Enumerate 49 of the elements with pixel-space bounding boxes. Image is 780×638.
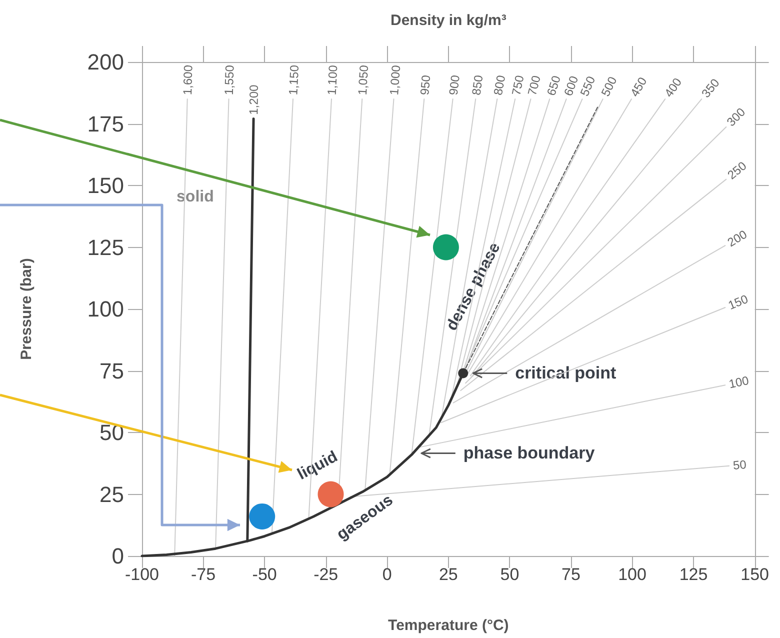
annotation: phase boundary bbox=[463, 444, 596, 463]
text: 1,600 bbox=[180, 64, 196, 96]
x-tick-label: 100 bbox=[618, 565, 646, 584]
text: 700 bbox=[524, 74, 544, 97]
annotation: critical point bbox=[515, 364, 617, 383]
text: 850 bbox=[469, 74, 486, 96]
y-tick-label: 125 bbox=[87, 234, 124, 260]
x-tick-label: 50 bbox=[500, 565, 520, 584]
y-tick-label: 175 bbox=[87, 111, 124, 136]
y-tick-label: 100 bbox=[87, 296, 124, 322]
text: 1,550 bbox=[222, 64, 237, 96]
x2-axis-title: Density in kg/m³ bbox=[390, 12, 506, 29]
y-tick-label: 0 bbox=[112, 544, 124, 568]
x-axis-title: Temperature (°C) bbox=[388, 617, 509, 634]
text: 650 bbox=[544, 74, 564, 98]
text: 450 bbox=[628, 74, 650, 100]
series-label: 50 bbox=[732, 457, 748, 472]
y-tick-label: 25 bbox=[100, 482, 124, 507]
x-tick-label: 75 bbox=[562, 565, 580, 584]
annotation: solid bbox=[176, 188, 214, 206]
text: 150 bbox=[726, 292, 750, 312]
text: 750 bbox=[509, 74, 527, 97]
y-tick-label: 75 bbox=[100, 358, 124, 384]
y-tick-label: 150 bbox=[87, 173, 124, 198]
x-tick-label: -50 bbox=[252, 565, 277, 584]
x-tick-label: 0 bbox=[382, 565, 392, 584]
text: 500 bbox=[598, 74, 620, 99]
text: 400 bbox=[662, 75, 685, 100]
text: 100 bbox=[728, 373, 750, 392]
text: 1,150 bbox=[286, 64, 302, 96]
text: 900 bbox=[446, 74, 463, 96]
x-tick-label: -25 bbox=[314, 565, 338, 584]
text: 250 bbox=[724, 158, 750, 182]
x-tick-label: -75 bbox=[190, 565, 216, 584]
x-tick-label: 125 bbox=[679, 565, 708, 584]
text: 1,100 bbox=[324, 64, 340, 96]
text: 1,050 bbox=[355, 64, 372, 96]
text: 350 bbox=[698, 76, 722, 100]
x-tick-label: -100 bbox=[124, 565, 160, 584]
y-tick-label: 200 bbox=[87, 50, 124, 74]
x-tick-label: 150 bbox=[740, 565, 770, 584]
text: 300 bbox=[724, 104, 748, 130]
text: 800 bbox=[490, 74, 508, 96]
text: 950 bbox=[418, 74, 434, 96]
y-axis-title: Pressure (bar) bbox=[18, 258, 35, 360]
text: 200 bbox=[725, 227, 750, 250]
text: 1,000 bbox=[387, 64, 404, 96]
text: 1,200 bbox=[246, 84, 262, 115]
x-tick-label: 25 bbox=[438, 565, 458, 584]
